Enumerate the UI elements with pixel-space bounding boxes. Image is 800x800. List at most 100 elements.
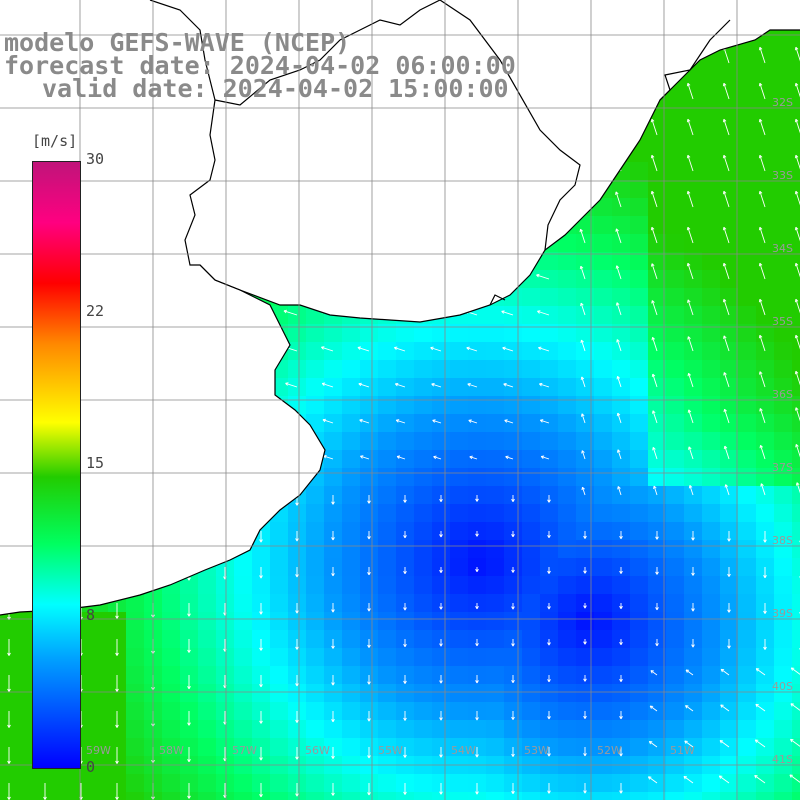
- wind-cell: [648, 180, 666, 198]
- wind-arrow-head: [259, 611, 262, 615]
- wind-cell: [702, 738, 720, 756]
- wind-arrow-head: [187, 613, 190, 617]
- wind-cell: [792, 468, 800, 486]
- wind-arrow: [687, 263, 694, 280]
- wind-cell: [774, 666, 792, 684]
- map-title-valid-date: valid date: 2024-04-02 15:00:00: [42, 74, 509, 103]
- wind-arrow-head: [688, 409, 692, 413]
- wind-arrow: [431, 383, 442, 388]
- wind-cell: [198, 684, 216, 702]
- wind-cell: [774, 540, 792, 558]
- wind-cell: [342, 738, 360, 756]
- wind-arrow-head: [331, 609, 334, 613]
- wind-cell: [414, 468, 432, 486]
- wind-cell: [216, 720, 234, 738]
- wind-cell: [558, 576, 576, 594]
- wind-cell: [522, 414, 540, 432]
- wind-cell: [0, 648, 18, 666]
- wind-cell: [702, 594, 720, 612]
- wind-cell: [684, 108, 702, 126]
- wind-cell: [684, 576, 702, 594]
- wind-cell: [450, 648, 468, 666]
- wind-arrow: [689, 485, 694, 496]
- wind-cell: [612, 720, 630, 738]
- wind-arrow-head: [687, 154, 691, 158]
- wind-cell: [486, 324, 504, 342]
- wind-cell: [684, 468, 702, 486]
- wind-cell: [774, 216, 792, 234]
- wind-cell: [450, 666, 468, 684]
- wind-cell: [558, 342, 576, 360]
- wind-cell: [720, 180, 738, 198]
- wind-cell: [180, 684, 198, 702]
- wind-cell: [612, 396, 630, 414]
- wind-cell: [180, 720, 198, 738]
- wind-cell: [270, 684, 288, 702]
- wind-arrow-head: [331, 573, 334, 577]
- wind-cell: [666, 90, 684, 108]
- wind-cell: [612, 540, 630, 558]
- wind-cell: [270, 594, 288, 612]
- wind-arrow-head: [759, 118, 763, 122]
- wind-cell: [630, 540, 648, 558]
- wind-cell: [306, 396, 324, 414]
- wind-cell: [738, 342, 756, 360]
- wind-cell: [738, 108, 756, 126]
- wind-cell: [360, 720, 378, 738]
- wind-cell: [450, 594, 468, 612]
- wind-arrow-head: [223, 685, 226, 689]
- wind-cell: [378, 738, 396, 756]
- wind-cell: [702, 198, 720, 216]
- wind-arrow-head: [583, 570, 586, 574]
- wind-cell: [252, 684, 270, 702]
- wind-cell: [450, 720, 468, 738]
- wind-arrow-head: [727, 538, 730, 542]
- wind-cell: [324, 576, 342, 594]
- wind-arrow: [723, 119, 730, 136]
- wind-cell: [702, 540, 720, 558]
- wind-cell: [612, 792, 630, 800]
- wind-cell: [288, 684, 306, 702]
- wind-cell: [738, 684, 756, 702]
- wind-arrow: [651, 300, 658, 316]
- wind-cell: [576, 540, 594, 558]
- wind-arrow-head: [295, 756, 298, 760]
- wind-arrow-head: [187, 686, 190, 690]
- wind-cell: [612, 432, 630, 450]
- wind-cell: [630, 324, 648, 342]
- wind-cell: [360, 576, 378, 594]
- wind-cell: [666, 702, 684, 720]
- wind-cell: [468, 648, 486, 666]
- wind-arrow-head: [687, 262, 691, 266]
- wind-cell: [702, 342, 720, 360]
- wind-arrow-head: [439, 754, 442, 758]
- wind-arrow-head: [655, 643, 658, 647]
- wind-cell: [792, 792, 800, 800]
- wind-cell: [558, 360, 576, 378]
- wind-arrow: [581, 339, 586, 352]
- wind-cell: [18, 702, 36, 720]
- wind-cell: [666, 450, 684, 468]
- wind-cell: [774, 738, 792, 756]
- wind-arrow-head: [367, 681, 370, 685]
- wind-cell: [666, 252, 684, 270]
- wind-arrow: [760, 445, 766, 460]
- wind-cell: [414, 612, 432, 630]
- wind-cell: [594, 666, 612, 684]
- wind-cell: [432, 684, 450, 702]
- wind-cell: [738, 630, 756, 648]
- wind-cell: [648, 720, 666, 738]
- wind-cell: [720, 108, 738, 126]
- latitude-label: 38S: [772, 534, 793, 547]
- wind-cell: [630, 396, 648, 414]
- wind-arrow-head: [322, 382, 326, 384]
- wind-arrow-head: [295, 610, 298, 614]
- wind-arrow: [796, 482, 800, 494]
- wind-cell: [414, 342, 432, 360]
- wind-arrow-head: [759, 190, 763, 194]
- wind-cell: [288, 504, 306, 522]
- wind-cell: [450, 486, 468, 504]
- wind-arrow-head: [7, 760, 10, 764]
- wind-cell: [666, 198, 684, 216]
- wind-arrow-head: [583, 535, 586, 539]
